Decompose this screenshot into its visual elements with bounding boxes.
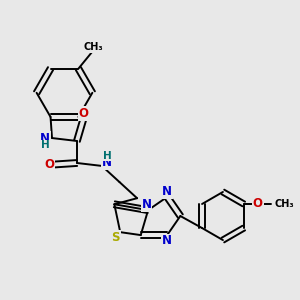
Text: O: O [253,197,263,211]
Text: N: N [40,132,50,145]
Text: N: N [162,235,172,248]
Text: N: N [162,185,172,198]
Text: O: O [78,107,88,120]
Text: O: O [45,158,55,171]
Text: S: S [112,231,120,244]
Text: CH₃: CH₃ [83,42,103,52]
Text: N: N [142,198,152,212]
Text: H: H [40,140,49,150]
Text: H: H [103,151,112,161]
Text: CH₃: CH₃ [275,199,295,209]
Text: N: N [102,156,112,169]
